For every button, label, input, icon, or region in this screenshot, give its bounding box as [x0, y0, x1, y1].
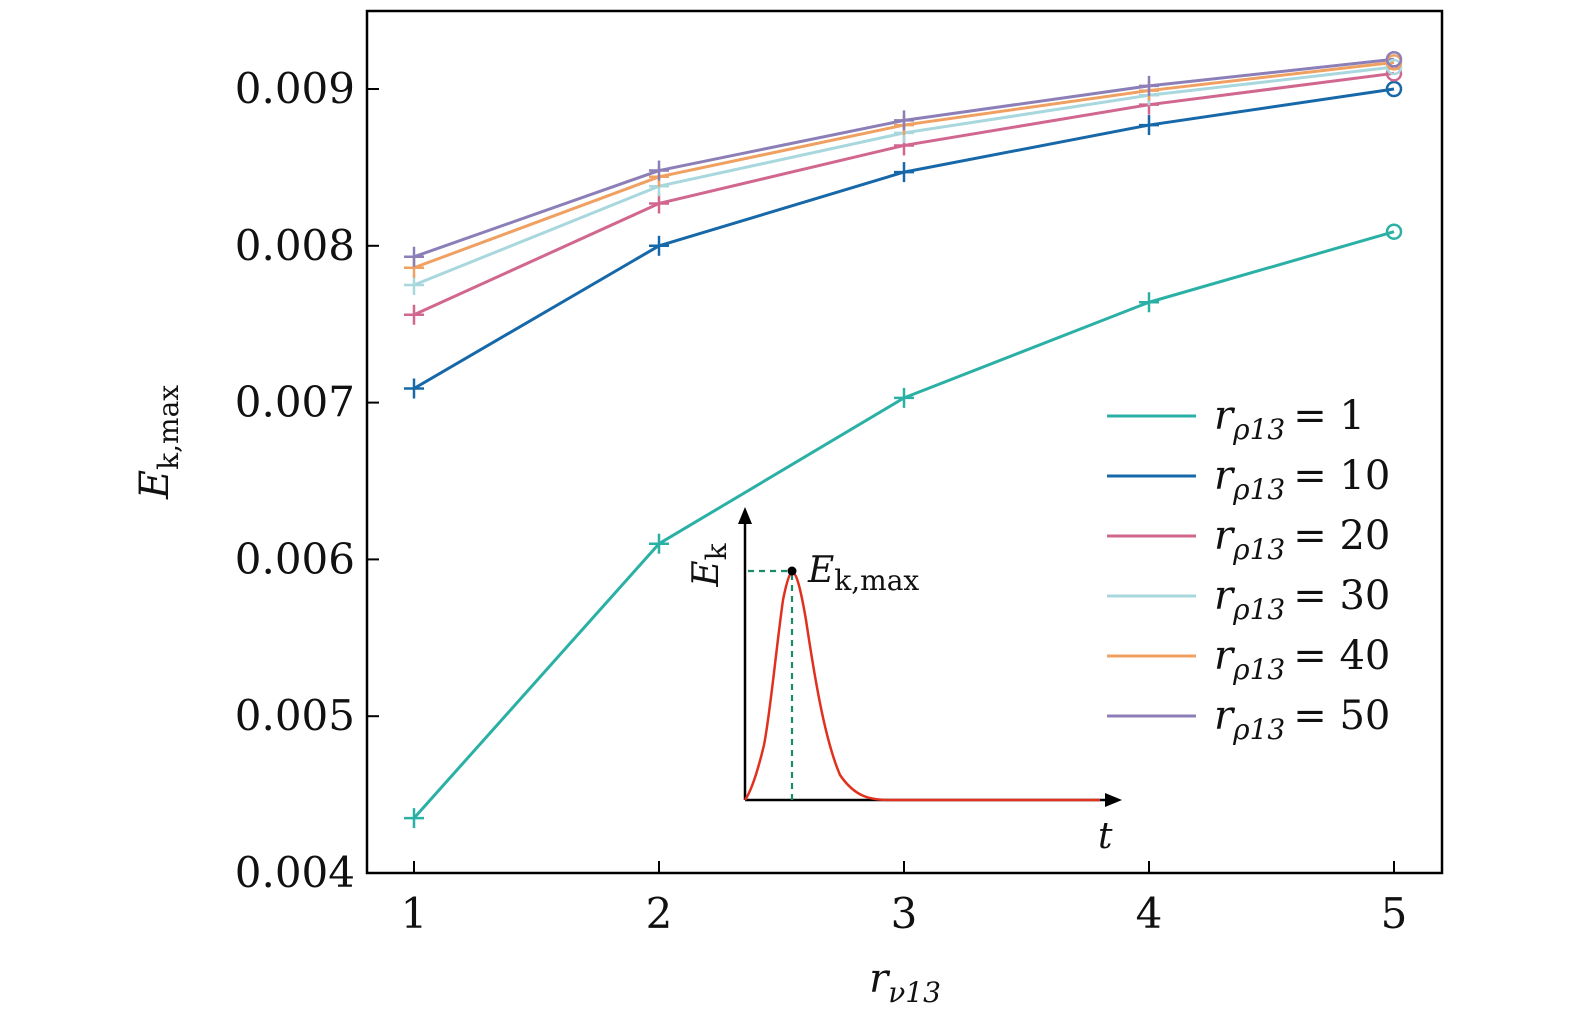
svg-text:Ek,max: Ek,max [132, 385, 185, 500]
legend-item: rρ13 = 1 [1107, 393, 1365, 446]
y-tick-label: 0.007 [235, 378, 355, 427]
data-point-circle [1385, 50, 1403, 68]
legend: rρ13 = 1 rρ13 = 10 rρ13 = 20 rρ13 = 30 rρ13 = 40 r… [1107, 393, 1390, 746]
inset-peak-label: Ek,max [807, 550, 919, 597]
svg-text:rν13: rν13 [869, 956, 941, 1009]
legend-item: rρ13 = 20 [1107, 513, 1390, 566]
legend-label: rρ13 = 50 [1214, 693, 1390, 746]
data-point-circle [1385, 80, 1403, 98]
y-tick-label: 0.009 [235, 64, 355, 113]
inset-peak-point [787, 566, 797, 576]
legend-label: rρ13 = 30 [1214, 573, 1390, 626]
y-axis-ticks: 0.004 0.005 0.006 0.007 0.008 0.009 [235, 64, 379, 897]
y-tick-label: 0.005 [235, 691, 355, 740]
x-axis-label: rν13 [869, 956, 941, 1009]
data-point-circle [1385, 58, 1403, 76]
data-point-plus [649, 160, 669, 181]
data-point-plus [404, 808, 424, 829]
x-tick-label: 5 [1381, 889, 1408, 938]
x-tick-label: 4 [1136, 889, 1163, 938]
x-axis-ticks: 1 2 3 4 5 [401, 861, 1408, 938]
data-point-plus [1139, 75, 1159, 96]
data-point-plus [404, 378, 424, 399]
inset-y-arrow [738, 507, 752, 524]
data-point-plus [894, 162, 914, 183]
inset-pulse-curve [743, 570, 1100, 802]
legend-item: rρ13 = 30 [1107, 573, 1390, 626]
legend-label: rρ13 = 40 [1214, 633, 1390, 686]
data-point-circle [1385, 223, 1403, 240]
x-tick-label: 3 [891, 889, 918, 938]
x-tick-label: 1 [401, 889, 428, 938]
data-point-plus [649, 193, 669, 214]
data-point-plus [894, 387, 914, 408]
legend-item: rρ13 = 50 [1107, 693, 1390, 746]
data-point-plus [404, 275, 424, 295]
data-point-plus [404, 246, 424, 267]
legend-label: rρ13 = 10 [1214, 453, 1390, 506]
series-markers [404, 50, 1403, 829]
inset-x-label: t [1098, 816, 1113, 857]
legend-item: rρ13 = 40 [1107, 633, 1390, 686]
svg-text:Ek: Ek [686, 542, 733, 587]
legend-label: rρ13 = 20 [1214, 513, 1390, 566]
legend-label: rρ13 = 1 [1214, 393, 1365, 446]
inset-x-arrow [1105, 793, 1122, 807]
y-tick-label: 0.004 [235, 848, 355, 897]
legend-item: rρ13 = 10 [1107, 453, 1390, 506]
y-tick-label: 0.008 [235, 221, 355, 270]
data-point-plus [1139, 115, 1159, 136]
x-tick-label: 2 [646, 889, 673, 938]
data-point-plus [649, 235, 669, 256]
data-point-plus [649, 533, 669, 554]
inset-y-label: Ek [686, 542, 733, 587]
y-axis-label: Ek,max [132, 385, 185, 500]
data-point-plus [894, 110, 914, 131]
data-point-plus [404, 304, 424, 325]
inset: Ek,max Ek t [686, 507, 1122, 857]
y-tick-label: 0.006 [235, 534, 355, 583]
data-point-plus [1139, 292, 1159, 313]
